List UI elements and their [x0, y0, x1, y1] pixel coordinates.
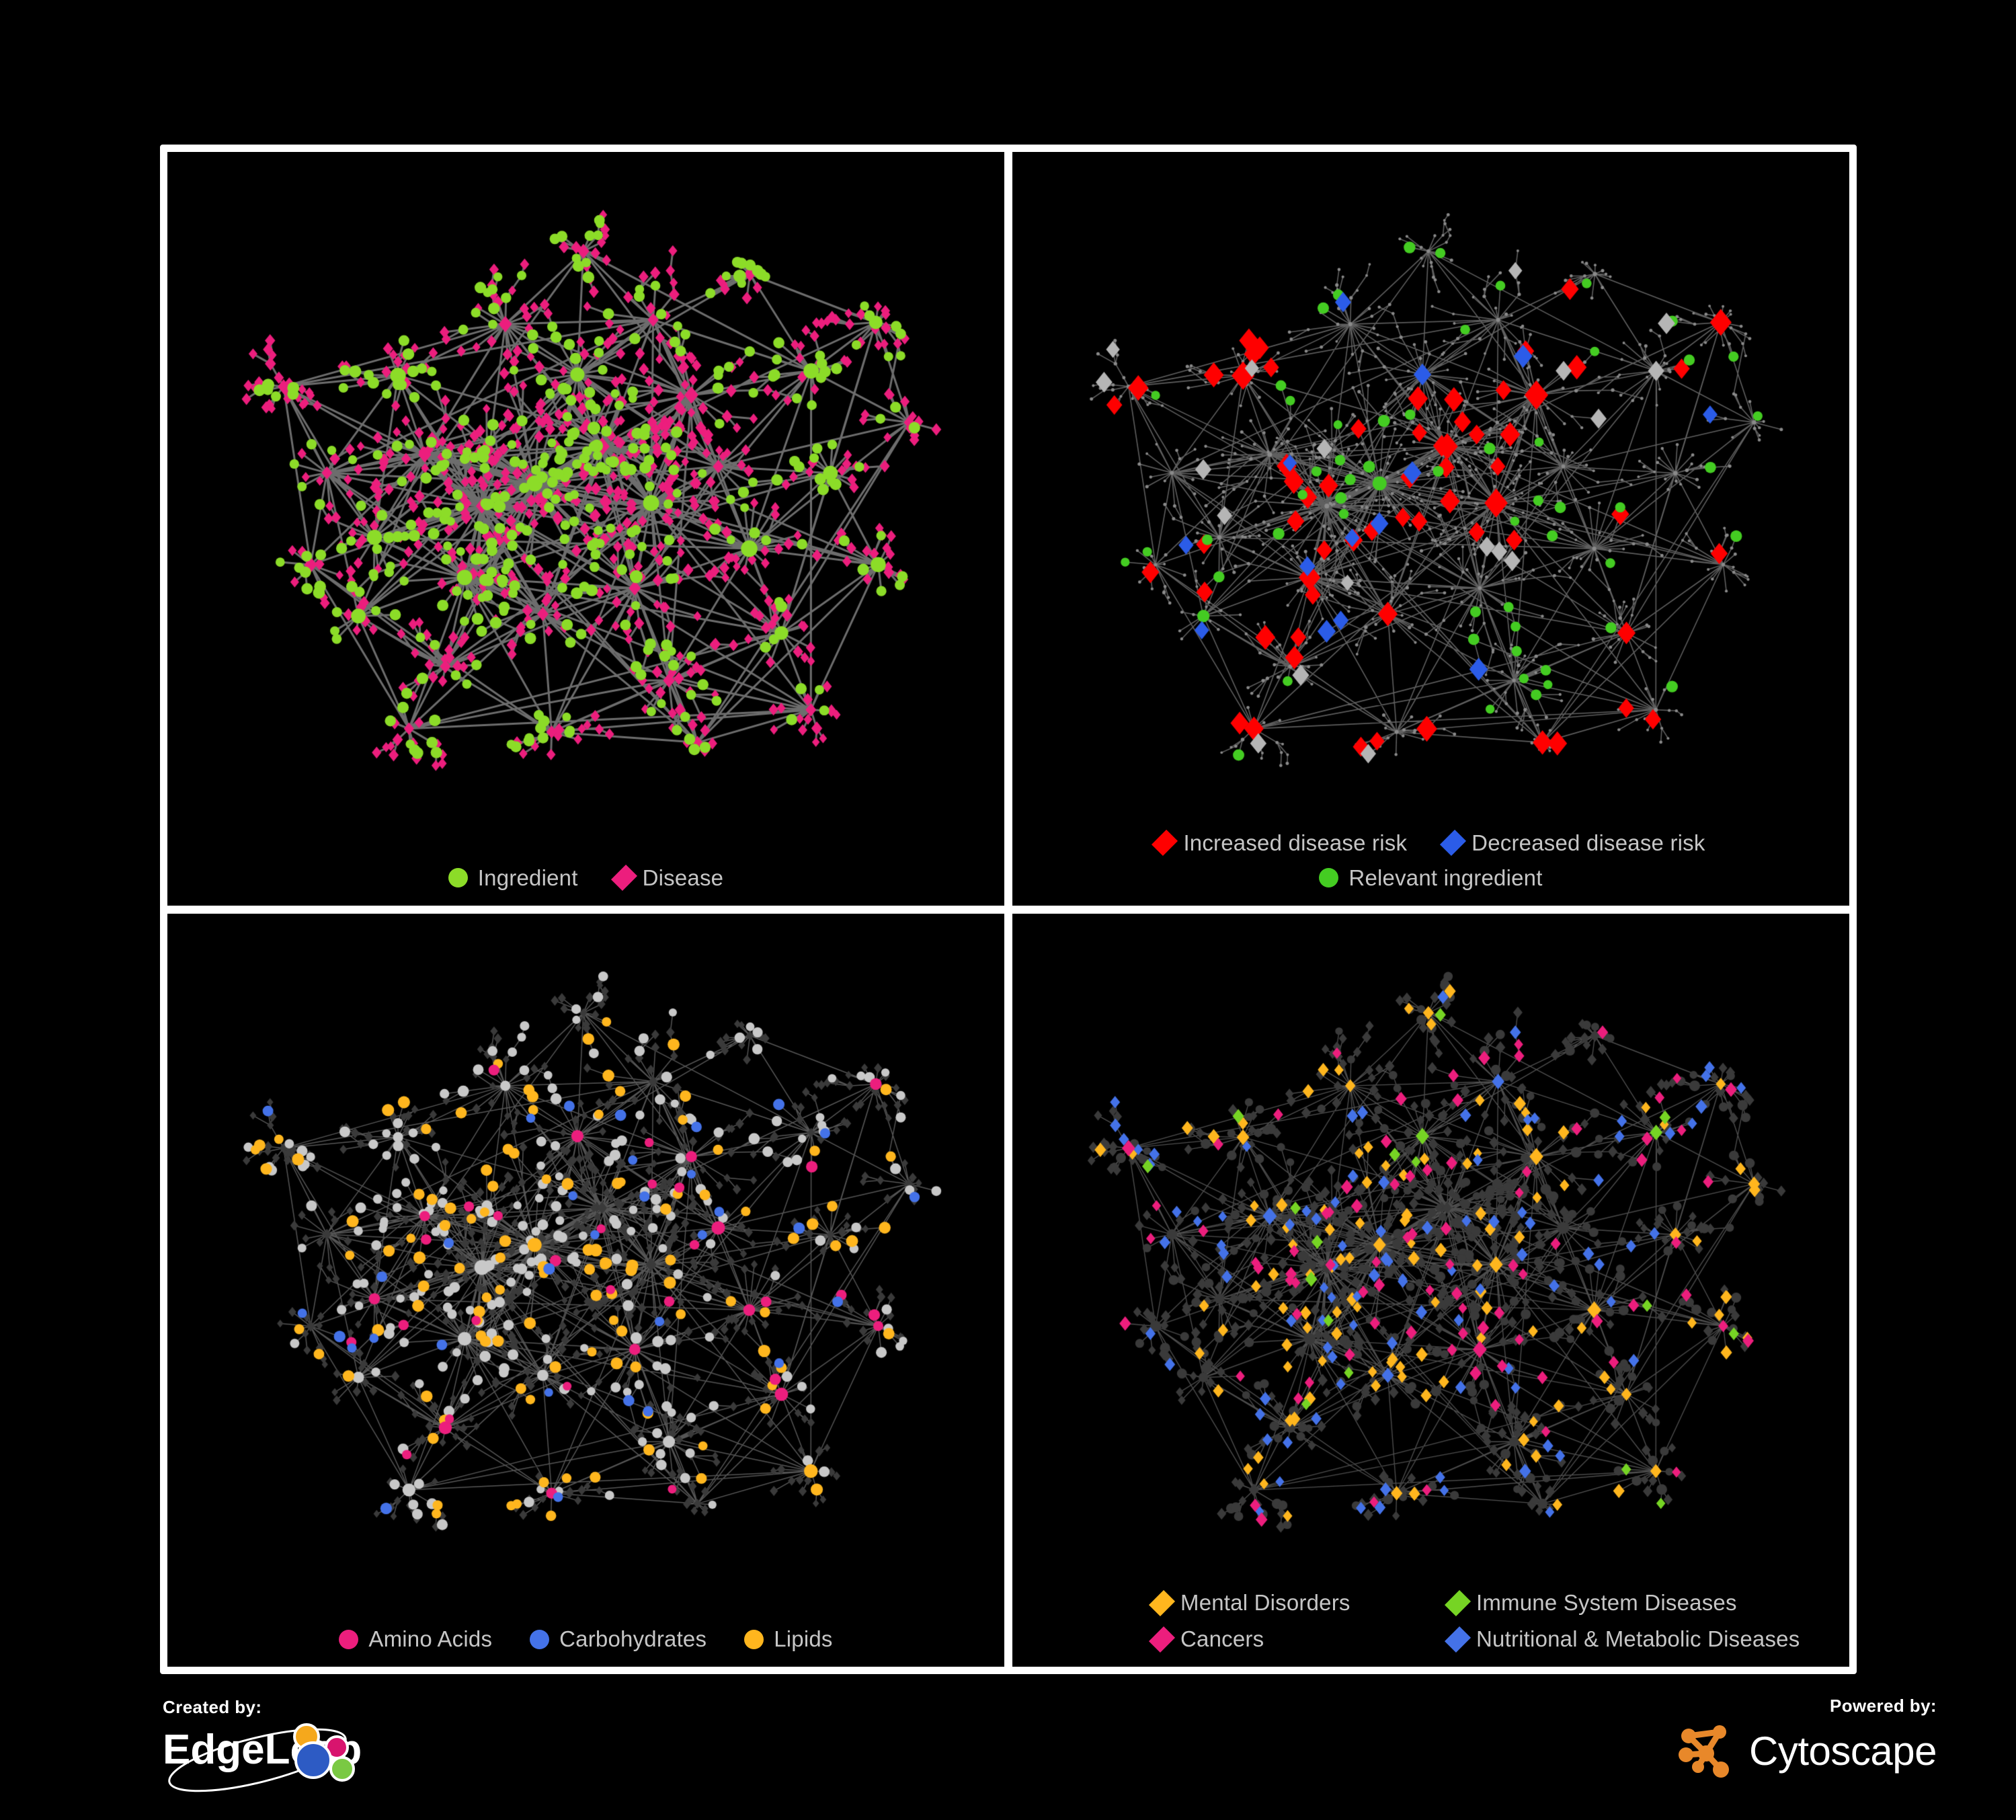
panel-ingredient-disease[interactable]: Ingredient Disease — [167, 152, 1004, 906]
legend-label: Immune System Diseases — [1476, 1590, 1737, 1615]
legend-item: Amino Acids — [339, 1626, 492, 1652]
legend-panel-2: Increased disease risk Decreased disease … — [1012, 829, 1849, 891]
network-canvas-1[interactable] — [167, 152, 1004, 906]
legend-swatch-diamond — [1444, 1589, 1471, 1616]
cytoscape-logo-icon — [1679, 1725, 1730, 1778]
legend-item: Disease — [610, 864, 724, 892]
figure-footer: Created by: EdgeLeap — [0, 1681, 2016, 1820]
legend-swatch-diamond — [1152, 829, 1178, 857]
panel-disease-risk[interactable]: Increased disease risk Decreased disease … — [1012, 152, 1849, 906]
cytoscape-branding[interactable]: Powered by: — [1654, 1696, 1937, 1803]
legend-panel-1: Ingredient Disease — [167, 864, 1004, 892]
legend-swatch-diamond — [1444, 1626, 1471, 1653]
legend-item: Lipids — [744, 1626, 832, 1652]
legend-label: Cancers — [1180, 1626, 1264, 1651]
legend-label: Nutritional & Metabolic Diseases — [1476, 1626, 1800, 1651]
legend-label: Carbohydrates — [559, 1626, 707, 1651]
legend-swatch-diamond — [1440, 829, 1467, 857]
panel-grid: Ingredient Disease Increased disease risk… — [160, 145, 1857, 1674]
panel-disease-class[interactable]: Mental Disorders Immune System Diseases Ca… — [1012, 913, 1849, 1667]
legend-panel-4: Mental Disorders Immune System Diseases Ca… — [1012, 1589, 1849, 1653]
legend-label: Increased disease risk — [1183, 830, 1408, 855]
legend-item: Nutritional & Metabolic Diseases — [1444, 1626, 1800, 1653]
created-by-caption: Created by: — [163, 1697, 262, 1717]
legend-swatch-diamond — [1148, 1589, 1176, 1616]
powered-by-caption: Powered by: — [1830, 1696, 1937, 1716]
legend-label: Lipids — [774, 1626, 833, 1651]
legend-swatch-circle — [339, 1629, 359, 1649]
edgeleap-branding[interactable]: Created by: EdgeLeap — [160, 1697, 442, 1805]
legend-label: Mental Disorders — [1180, 1590, 1350, 1615]
legend-item: Carbohydrates — [530, 1626, 707, 1652]
legend-swatch-diamond — [1148, 1626, 1176, 1653]
legend-swatch-circle — [530, 1629, 550, 1649]
edgeleap-logo: EdgeLeap — [160, 1722, 442, 1796]
legend-item: Immune System Diseases — [1444, 1589, 1736, 1616]
legend-item: Decreased disease risk — [1440, 829, 1705, 857]
network-canvas-3[interactable] — [167, 913, 1004, 1667]
legend-item: Increased disease risk — [1152, 829, 1408, 857]
legend-label: Decreased disease risk — [1471, 830, 1705, 855]
legend-swatch-circle — [1319, 868, 1339, 887]
legend-item: Ingredient — [448, 865, 578, 891]
legend-label: Relevant ingredient — [1348, 865, 1543, 890]
legend-item: Mental Disorders — [1148, 1589, 1422, 1616]
logo-node-green — [329, 1756, 355, 1782]
edgeleap-orbit-ellipse — [168, 1728, 347, 1792]
legend-item: Cancers — [1148, 1626, 1422, 1653]
cytoscape-wordmark: Cytoscape — [1749, 1729, 1937, 1774]
panel-nutrient-class[interactable]: Amino Acids Carbohydrates Lipids — [167, 913, 1004, 1667]
network-canvas-4[interactable] — [1012, 913, 1849, 1667]
network-canvas-2[interactable] — [1012, 152, 1849, 906]
legend-panel-3: Amino Acids Carbohydrates Lipids — [167, 1626, 1004, 1652]
legend-swatch-diamond — [610, 864, 637, 892]
edgeleap-logo-svg: EdgeLeap — [163, 1723, 362, 1792]
legend-label: Amino Acids — [368, 1626, 493, 1651]
edgeleap-node-cluster — [293, 1723, 355, 1782]
legend-swatch-circle — [448, 868, 468, 887]
cytoscape-logo: Cytoscape — [1654, 1719, 1937, 1784]
legend-swatch-circle — [744, 1629, 764, 1649]
legend-label: Ingredient — [477, 865, 578, 890]
logo-node-blue — [294, 1741, 332, 1779]
legend-label: Disease — [642, 865, 724, 890]
legend-item: Relevant ingredient — [1319, 865, 1542, 891]
